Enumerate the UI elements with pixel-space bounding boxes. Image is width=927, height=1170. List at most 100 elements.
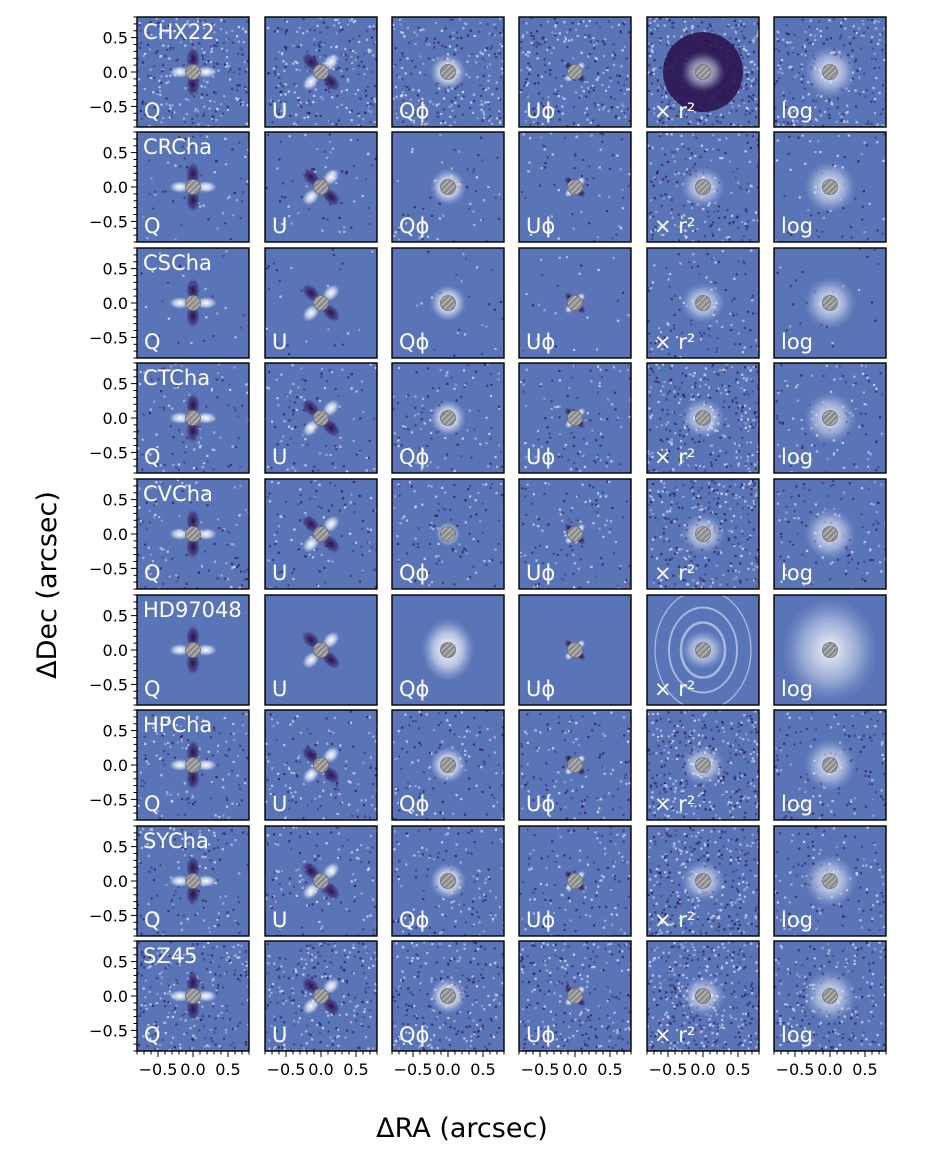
panel-label: × r² (654, 99, 695, 123)
coronagraph-mask-icon (695, 179, 711, 195)
panel-frame (391, 478, 505, 590)
panel-image (392, 17, 504, 127)
coronagraph-mask-icon (313, 295, 329, 311)
panel-image (392, 595, 504, 705)
y-tick-label: −0.5 (89, 443, 128, 462)
panel-label: log (781, 792, 813, 816)
y-tick-label: 0.0 (103, 641, 128, 660)
y-tick-label: −0.5 (89, 675, 128, 694)
panel-hd97048-log: log (773, 594, 887, 706)
y-tick-label: −0.5 (89, 1021, 128, 1040)
panel-frame (646, 247, 760, 359)
panel-chx22-uphi: Uϕ (518, 16, 632, 128)
panel-hpcha-log: log (773, 709, 887, 821)
panel-frame (518, 709, 632, 821)
panel-sycha-r2: × r² (646, 825, 760, 937)
panel-sycha-q: Q SYCha (136, 825, 250, 937)
y-tick-label: 0.5 (103, 260, 128, 279)
x-tick-label: 0.0 (435, 1060, 460, 1079)
panel-label: Q (144, 792, 161, 816)
panel-hpcha-u: U (264, 709, 378, 821)
panel-sz45-q: Q SZ45 (136, 940, 250, 1052)
coronagraph-mask-icon (185, 179, 201, 195)
coronagraph-mask-icon (313, 64, 329, 80)
panel-label: U (272, 330, 287, 354)
y-tick-label: 0.5 (103, 144, 128, 163)
panel-label: U (272, 1023, 287, 1047)
panel-sycha-qphi: Qϕ (391, 825, 505, 937)
target-name: CSCha (143, 251, 212, 275)
panel-image (519, 363, 631, 473)
panel-image (774, 248, 886, 358)
panel-ctcha-log: log (773, 362, 887, 474)
panel-ctcha-qphi: Qϕ (391, 362, 505, 474)
coronagraph-mask-icon (313, 757, 329, 773)
coronagraph-mask-icon (567, 179, 583, 195)
coronagraph-mask-icon (313, 179, 329, 195)
panel-label: log (781, 99, 813, 123)
panel-label: Qϕ (399, 677, 429, 701)
panel-frame (646, 478, 760, 590)
panel-frame (646, 16, 760, 128)
coronagraph-mask-icon (695, 526, 711, 542)
panel-frame (518, 131, 632, 243)
panel-image (392, 826, 504, 936)
panel-label: Q (144, 908, 161, 932)
panel-cscha-q: Q CSCha (136, 247, 250, 359)
panel-image (137, 479, 249, 589)
panel-frame (646, 362, 760, 474)
coronagraph-mask-icon (440, 295, 456, 311)
panel-label: Qϕ (399, 908, 429, 932)
panel-label: U (272, 792, 287, 816)
coronagraph-mask-icon (185, 988, 201, 1004)
axes-decorations: 0.50.0−0.50.50.0−0.50.50.0−0.50.50.0−0.5… (89, 16, 887, 1079)
target-name: CHX22 (143, 20, 215, 44)
panel-image (392, 363, 504, 473)
coronagraph-mask-icon (822, 179, 838, 195)
panel-image (392, 248, 504, 358)
panel-sz45-u: U (264, 940, 378, 1052)
panel-hd97048-q: Q HD97048 (136, 594, 250, 706)
panel-label: U (272, 908, 287, 932)
panel-image (265, 479, 377, 589)
panel-label: log (781, 214, 813, 238)
panel-frame (391, 709, 505, 821)
panel-image (519, 710, 631, 820)
panel-label: log (781, 1023, 813, 1047)
panel-chx22-r2: × r² (646, 16, 760, 128)
x-tick-label: 0.0 (690, 1060, 715, 1079)
panel-image (392, 941, 504, 1051)
panel-frame (391, 362, 505, 474)
coronagraph-mask-icon (440, 179, 456, 195)
panel-cvcha-uphi: Uϕ (518, 478, 632, 590)
panel-frame (646, 594, 760, 706)
panel-image (137, 941, 249, 1051)
coronagraph-mask-icon (822, 873, 838, 889)
panel-crcha-r2: × r² (646, 131, 760, 243)
panel-frame (391, 247, 505, 359)
y-tick-label: −0.5 (89, 906, 128, 925)
panel-label: Uϕ (526, 561, 555, 585)
coronagraph-mask-icon (313, 988, 329, 1004)
panel-label: log (781, 445, 813, 469)
panel-frame (391, 825, 505, 937)
panel-image (774, 595, 886, 705)
coronagraph-mask-icon (695, 873, 711, 889)
y-tick-label: 0.0 (103, 525, 128, 544)
x-tick-label: 0.5 (470, 1060, 495, 1079)
panel-frame (518, 825, 632, 937)
panel-frame (391, 16, 505, 128)
panel-label: × r² (654, 677, 695, 701)
x-tick-label: 0.5 (852, 1060, 877, 1079)
panel-label: Uϕ (526, 1023, 555, 1047)
y-tick-label: 0.0 (103, 178, 128, 197)
panel-label: × r² (654, 908, 695, 932)
panel-image (265, 710, 377, 820)
panel-hd97048-r2: × r² (646, 594, 760, 706)
coronagraph-mask-icon (185, 295, 201, 311)
panel-image (265, 363, 377, 473)
panel-image (774, 363, 886, 473)
panel-sz45-qphi: Qϕ (391, 940, 505, 1052)
panel-frame (773, 247, 887, 359)
x-tick-label: −0.5 (649, 1060, 688, 1079)
